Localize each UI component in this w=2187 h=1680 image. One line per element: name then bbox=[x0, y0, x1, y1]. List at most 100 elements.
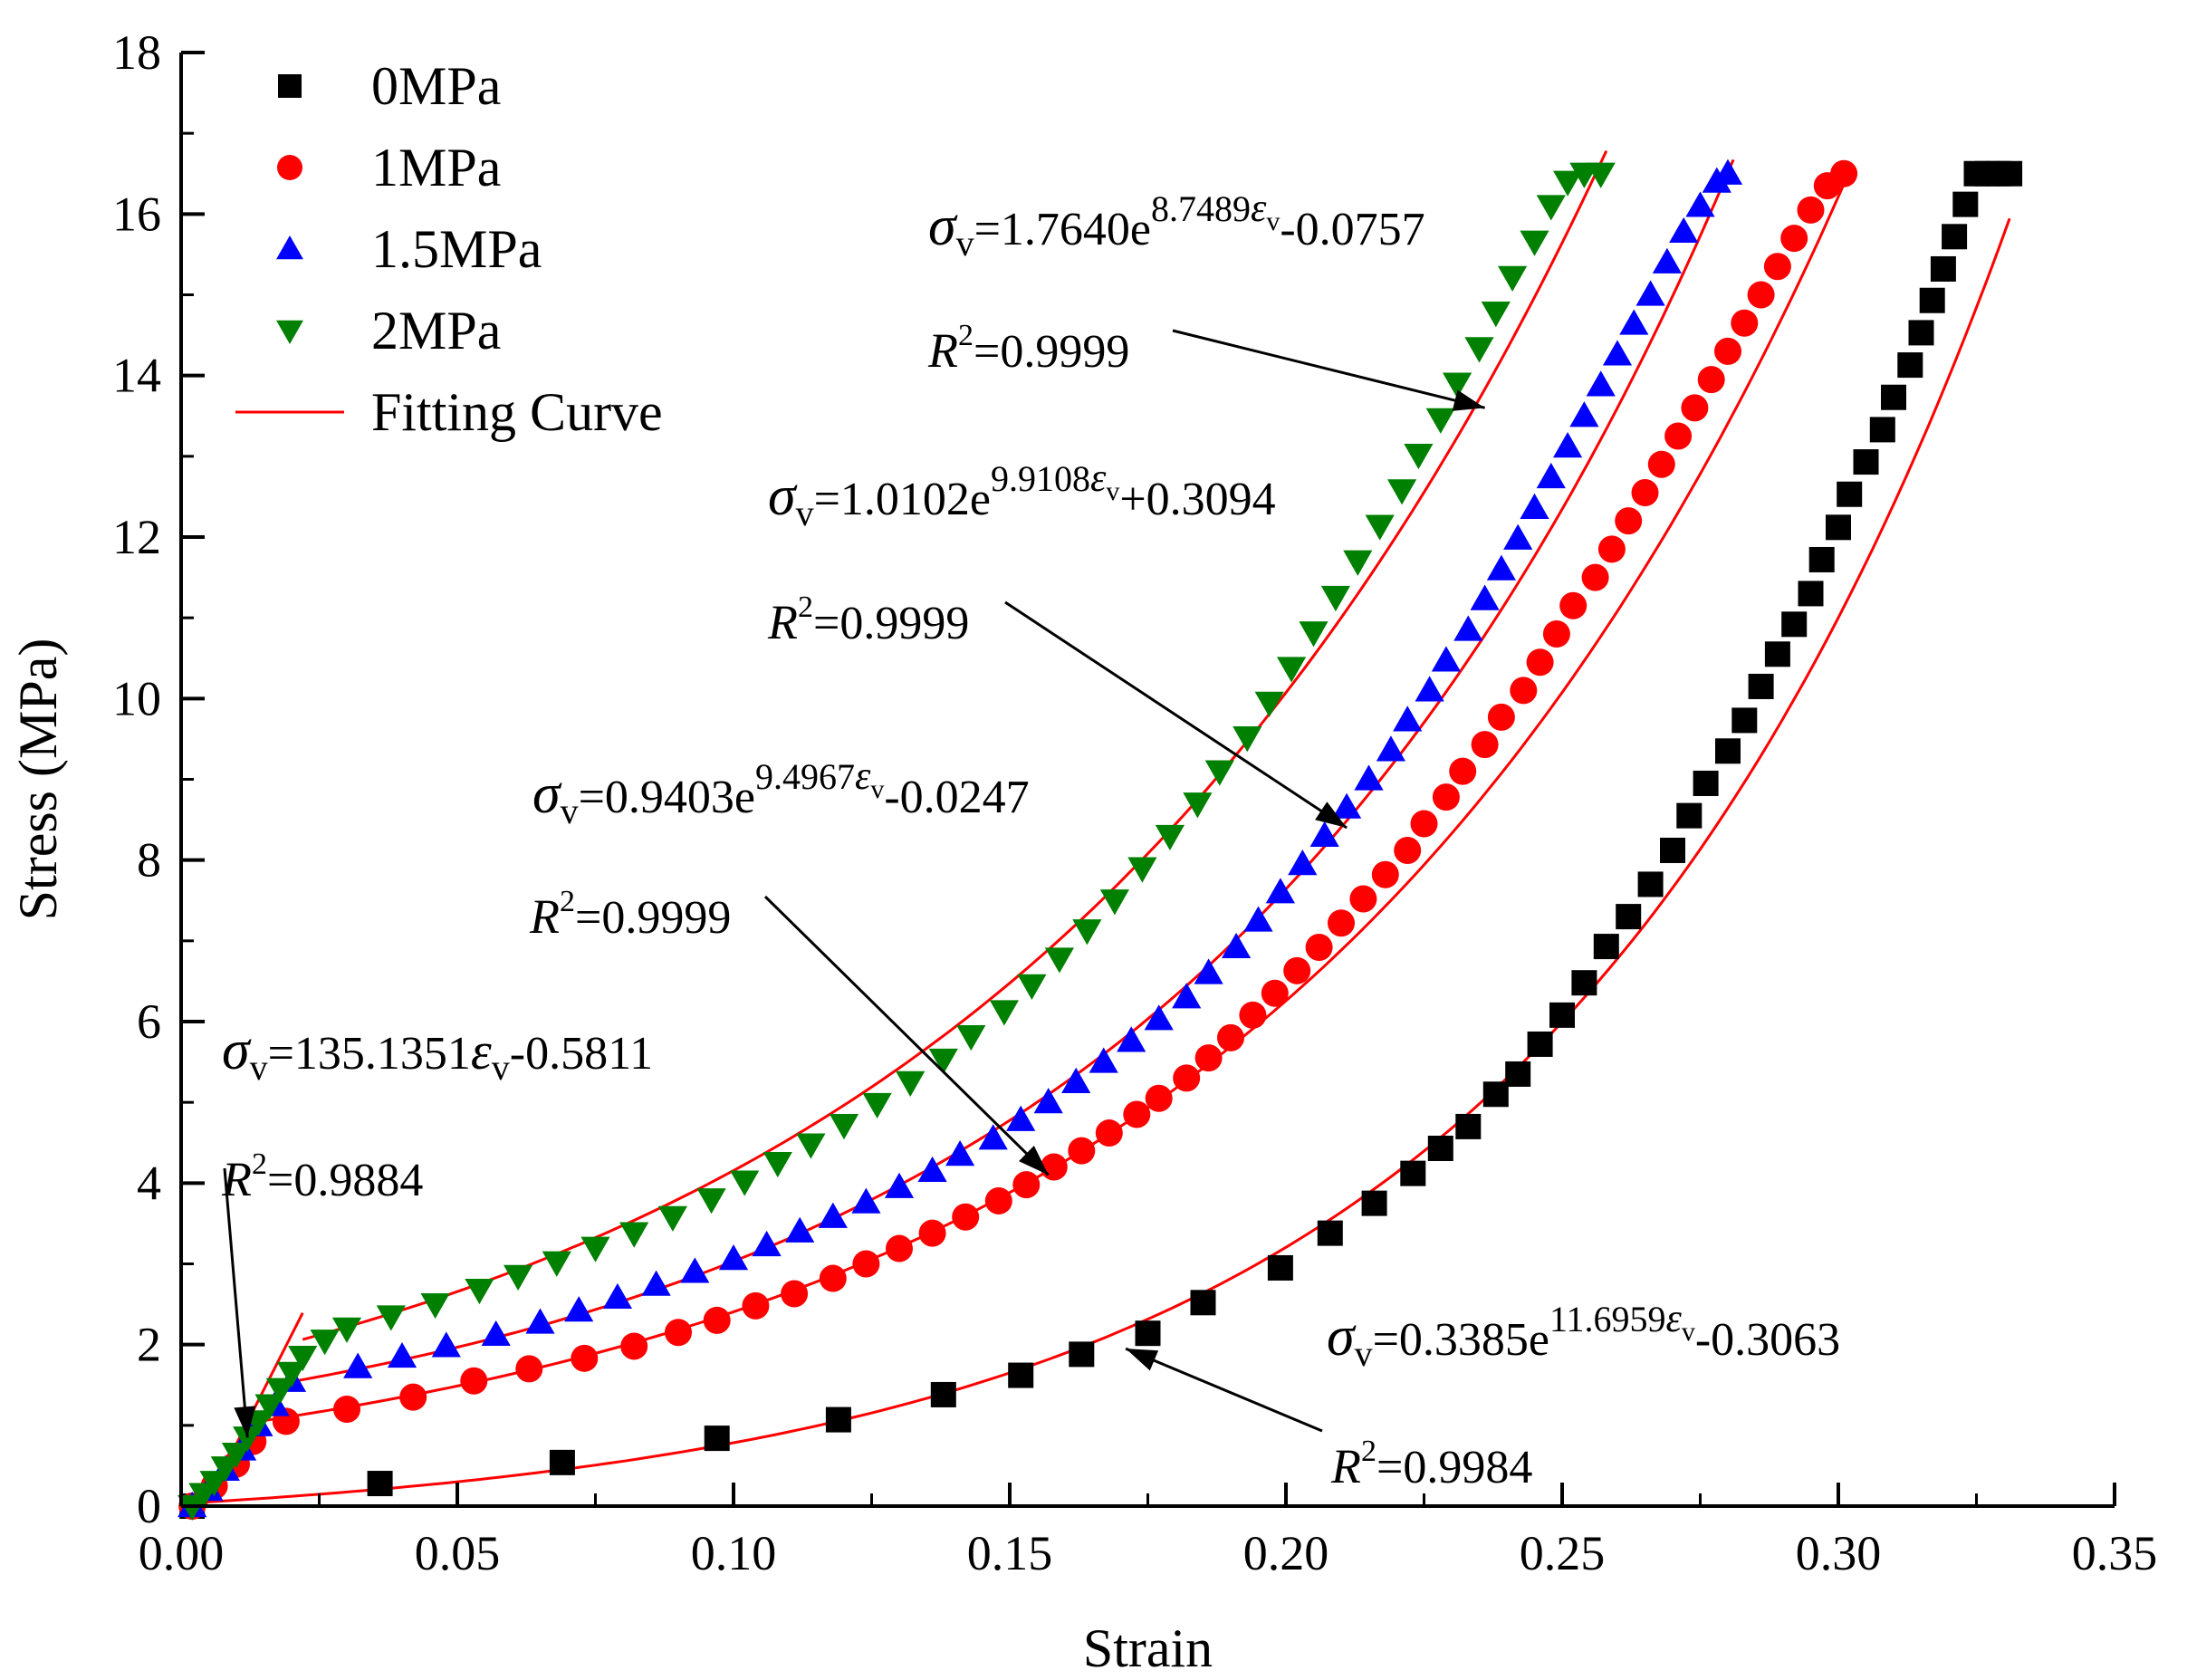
data-point bbox=[1404, 443, 1434, 470]
data-point bbox=[862, 1092, 892, 1119]
r-squared-value: =0.9884 bbox=[267, 1155, 423, 1206]
data-point bbox=[515, 1355, 543, 1383]
data-point bbox=[1597, 535, 1626, 563]
data-point bbox=[1194, 1044, 1223, 1072]
legend-label: 1.5MPa bbox=[371, 219, 542, 279]
data-point bbox=[1328, 909, 1355, 937]
data-point bbox=[465, 1278, 494, 1305]
r-squared-value: =0.9999 bbox=[575, 892, 731, 944]
data-point bbox=[1586, 370, 1616, 397]
data-point bbox=[1012, 1171, 1041, 1199]
y-tick-label: 10 bbox=[112, 671, 161, 725]
data-point bbox=[1781, 611, 1808, 638]
legend-swatch-triangle-up bbox=[276, 235, 303, 260]
y-tick-label: 0 bbox=[137, 1479, 161, 1533]
data-point bbox=[1254, 691, 1284, 717]
epsilon-subscript: v bbox=[1106, 476, 1119, 506]
epsilon-symbol: ε bbox=[1090, 456, 1107, 500]
data-point bbox=[1553, 170, 1583, 197]
series-0MPa bbox=[179, 160, 2023, 1519]
data-point bbox=[1635, 280, 1665, 306]
data-point bbox=[1145, 1084, 1173, 1112]
data-point bbox=[1536, 462, 1566, 489]
data-point bbox=[1309, 821, 1339, 847]
data-point bbox=[1487, 703, 1515, 731]
data-point bbox=[641, 1270, 671, 1296]
data-point bbox=[825, 1406, 851, 1433]
data-point bbox=[1748, 673, 1774, 699]
data-point bbox=[1099, 889, 1129, 916]
data-point bbox=[1427, 1135, 1453, 1161]
data-point bbox=[1072, 919, 1102, 946]
data-point bbox=[1681, 394, 1709, 422]
equation-coef: =0.9403e bbox=[579, 772, 755, 823]
annotation-arrow-line bbox=[763, 895, 1050, 1176]
data-point bbox=[1997, 160, 2023, 187]
epsilon-symbol: ε bbox=[1666, 1296, 1683, 1340]
annotation-arrow-line bbox=[223, 1167, 249, 1438]
data-point bbox=[1283, 956, 1311, 984]
sigma-subscript: v bbox=[561, 791, 579, 831]
x-tick-label: 0.05 bbox=[415, 1526, 501, 1580]
data-point bbox=[1288, 850, 1318, 876]
data-point bbox=[481, 1320, 511, 1347]
r-squared-value: =0.9999 bbox=[974, 326, 1129, 378]
data-point bbox=[917, 1156, 947, 1183]
data-point bbox=[1510, 677, 1538, 705]
sigma-symbol: σ bbox=[928, 196, 958, 257]
annotations: σv=1.7640e8.7489εv-0.0757R2=0.9999σv=1.0… bbox=[221, 186, 1840, 1493]
equation-text: σv=1.7640e8.7489εv-0.0757 bbox=[928, 186, 1425, 264]
epsilon-subscript: v bbox=[870, 774, 884, 804]
data-point bbox=[1267, 1254, 1293, 1281]
data-point bbox=[1044, 947, 1074, 974]
data-point bbox=[1505, 1061, 1531, 1087]
series-1MPa bbox=[178, 159, 1858, 1520]
data-point bbox=[1194, 958, 1223, 984]
data-point bbox=[1660, 837, 1685, 863]
data-point bbox=[399, 1383, 427, 1411]
data-point bbox=[387, 1341, 417, 1368]
data-point bbox=[1183, 792, 1213, 819]
data-point bbox=[852, 1250, 880, 1278]
data-point bbox=[1631, 478, 1659, 506]
r-superscript: 2 bbox=[798, 590, 813, 624]
r-squared-value: =0.9984 bbox=[1376, 1442, 1532, 1493]
y-tick-label: 18 bbox=[112, 25, 161, 80]
data-point bbox=[1431, 646, 1461, 672]
x-tick-label: 0.35 bbox=[2072, 1526, 2158, 1580]
data-point bbox=[928, 1048, 958, 1075]
data-point bbox=[1731, 707, 1758, 734]
data-point bbox=[1261, 979, 1289, 1007]
epsilon-subscript: v bbox=[1682, 1317, 1695, 1347]
r-superscript: 2 bbox=[1361, 1435, 1376, 1468]
y-tick-label: 2 bbox=[137, 1318, 161, 1372]
data-point bbox=[1277, 657, 1307, 683]
data-point bbox=[1798, 581, 1824, 607]
data-point bbox=[1498, 265, 1528, 292]
data-point bbox=[1471, 731, 1499, 759]
y-axis-title: Stress (MPa) bbox=[8, 638, 68, 921]
r-squared-text: R2=0.9884 bbox=[221, 1147, 423, 1206]
epsilon-symbol: ε bbox=[855, 754, 871, 798]
data-point bbox=[1602, 340, 1633, 366]
data-point bbox=[1536, 195, 1566, 221]
data-point bbox=[1095, 1119, 1123, 1147]
series-2MPa bbox=[177, 162, 1616, 1522]
data-point bbox=[781, 1280, 809, 1308]
data-point bbox=[1593, 934, 1619, 960]
legend-label: 1MPa bbox=[371, 138, 501, 197]
data-point bbox=[199, 1471, 229, 1497]
data-point bbox=[460, 1367, 488, 1395]
data-point bbox=[752, 1230, 782, 1257]
annotation-arrow-line bbox=[1004, 600, 1348, 830]
data-point bbox=[1343, 550, 1373, 576]
axes: 0.00 0.05 0.10 0.15 0.20 0.25 0.30 0.35 0 2 4 6 8 10 1… bbox=[8, 25, 2157, 1678]
r-superscript: 2 bbox=[958, 319, 974, 352]
data-point bbox=[1853, 449, 1879, 475]
exponent-value: 11.6959 bbox=[1549, 1299, 1666, 1339]
data-point bbox=[829, 1114, 859, 1140]
data-point bbox=[703, 1306, 731, 1334]
